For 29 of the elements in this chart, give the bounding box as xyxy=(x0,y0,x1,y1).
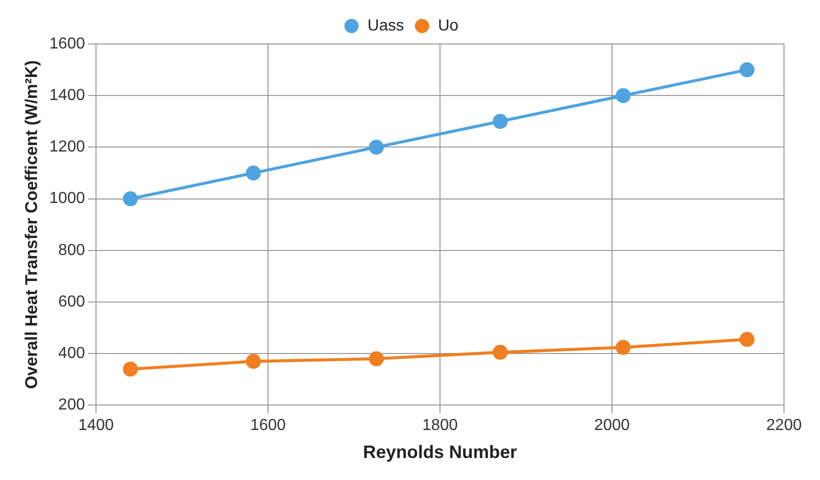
point xyxy=(368,140,384,155)
y-tick-label: 1400 xyxy=(49,87,86,104)
point xyxy=(492,114,508,129)
y-tick-label: 1200 xyxy=(49,138,86,156)
legend-label: Uass xyxy=(368,17,404,34)
x-tick-label: 1600 xyxy=(250,417,286,434)
point xyxy=(740,332,755,347)
y-tick-label: 1600 xyxy=(49,35,86,52)
point xyxy=(122,191,138,206)
point xyxy=(492,344,508,360)
y-tick-label: 800 xyxy=(58,242,86,259)
point xyxy=(740,62,755,78)
x-tick-label: 1800 xyxy=(422,417,458,434)
y-tick-label: 200 xyxy=(58,396,86,414)
point xyxy=(616,88,631,104)
x-tick-label: 2000 xyxy=(594,417,630,434)
y-tick-label: 400 xyxy=(58,345,86,362)
point xyxy=(246,166,261,180)
x-tick-label: 1400 xyxy=(78,417,114,434)
y-axis-title: Overall Heat Transfer Coefficent (W/m²K) xyxy=(22,60,41,389)
point xyxy=(122,362,138,377)
y-tick-label: 600 xyxy=(58,293,86,310)
point xyxy=(246,354,261,369)
point xyxy=(616,340,631,355)
x-tick-label: 2200 xyxy=(766,417,802,434)
x-axis-title: Reynolds Number xyxy=(362,442,518,462)
legend-label: Uo xyxy=(438,17,459,34)
y-tick-label: 1000 xyxy=(49,190,86,208)
point xyxy=(368,351,384,366)
